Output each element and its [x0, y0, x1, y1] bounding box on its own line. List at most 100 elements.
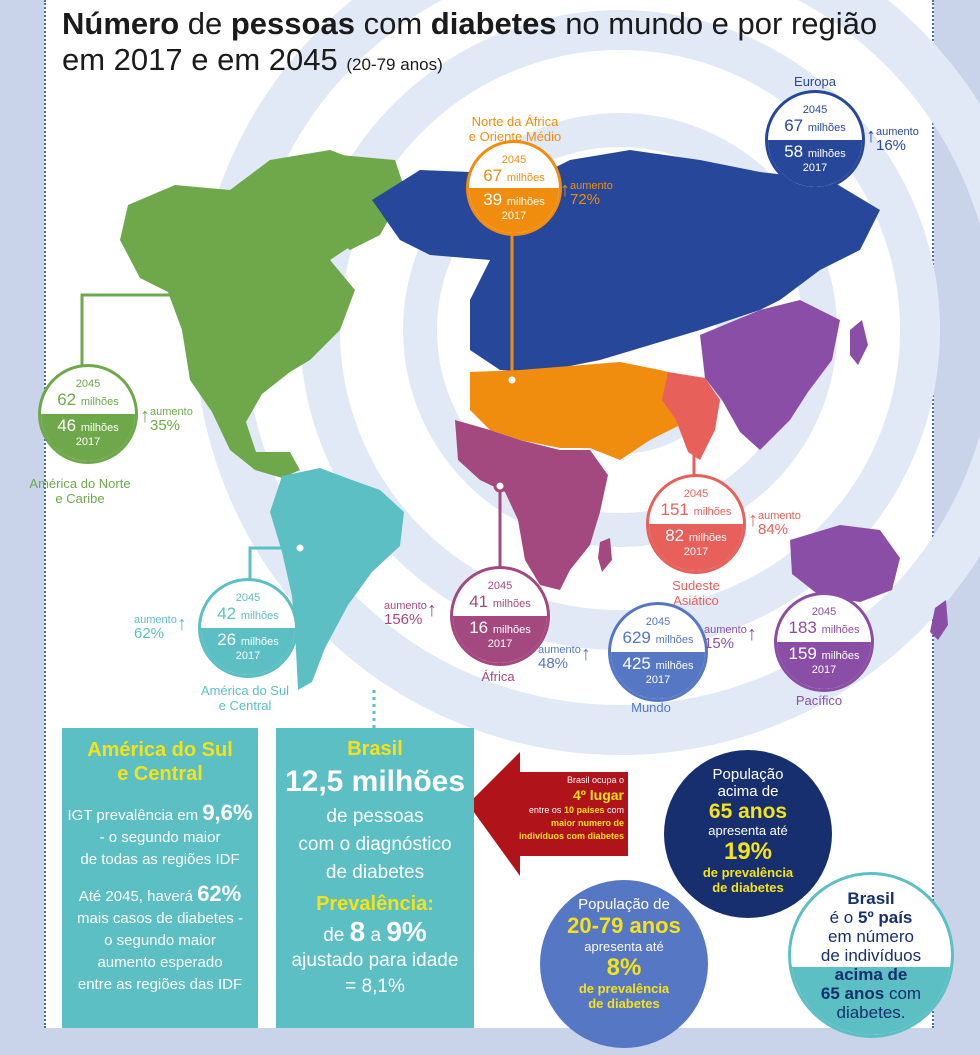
- brazil-rank-position: 5º país: [857, 908, 913, 927]
- region-name-sa-line1: América do Sul: [200, 683, 290, 698]
- brazil-box-line3: de diabetes: [325, 862, 425, 883]
- new-zealand-shape: [930, 600, 948, 640]
- bubble-year-2017: 2017: [501, 210, 527, 222]
- red-arrow-rank: 4º lugar: [572, 787, 624, 803]
- region-bubble-south-east-asia: 2045 151 milhões 82 milhões 2017: [646, 474, 746, 574]
- bubble-year-2017: 2017: [802, 162, 828, 174]
- growth-word: aumento: [384, 600, 427, 612]
- growth-value: 156%: [384, 611, 423, 628]
- growth-word: aumento: [134, 614, 177, 626]
- elderly-circle-line6: de prevalência: [702, 865, 794, 880]
- bubble-year-2045: 2045: [645, 616, 671, 628]
- red-arrow-text: Brasil ocupa o 4º lugar entre os 10 país…: [498, 774, 624, 843]
- region-name-europe-text: Europa: [794, 74, 836, 89]
- bubble-value-2017: 159: [788, 644, 822, 663]
- red-arrow-line3c: com: [606, 805, 624, 815]
- sa-box-title-line2: e Central: [117, 763, 203, 785]
- growth-label-mena: ↑ aumento 72%: [560, 180, 613, 208]
- madagascar-shape: [598, 538, 612, 572]
- red-arrow-line1: Brasil ocupa o: [566, 775, 624, 785]
- adult-prevalence-circle: População de 20-79 anos apresenta até 8%…: [540, 880, 708, 1048]
- arrow-up-icon: ↑: [140, 405, 150, 427]
- bubble-unit-2045: milhões: [821, 624, 860, 636]
- growth-word: aumento: [538, 644, 581, 656]
- sa-box-ate-line5: entre as regiões das IDF: [77, 976, 243, 993]
- growth-value: 72%: [570, 191, 601, 208]
- arrow-up-icon: ↑: [748, 509, 758, 531]
- bubble-year-2017: 2017: [487, 638, 513, 650]
- bubble-unit-2045: milhões: [506, 172, 545, 184]
- title-word-numero: Número: [62, 6, 180, 41]
- brazil-rank-line3: em número: [828, 927, 914, 946]
- red-arrow-line3b: 10 países: [563, 805, 605, 815]
- bubble-unit-2045: milhões: [655, 634, 694, 646]
- region-name-na-line1: América do Norte: [29, 476, 131, 491]
- bubble-unit-2017: milhões: [80, 422, 119, 434]
- bubble-year-2045: 2045: [235, 592, 261, 604]
- region-bubble-europe: 2045 67 milhões 58 milhões 2017: [765, 90, 865, 190]
- adult-circle-age: 20-79 anos: [567, 913, 681, 938]
- bubble-year-2045: 2045: [811, 606, 837, 618]
- region-name-sea-line2: Asiático: [673, 593, 719, 608]
- sa-box-ate-line4: aumento esperado: [97, 954, 223, 971]
- region-name-africa: África: [468, 669, 528, 684]
- sa-box-igt-line2: - o segundo maior: [99, 829, 221, 846]
- region-name-north-america: América do Norte e Caribe: [10, 476, 150, 506]
- region-bubble-mena: 2045 67 milhões 39 milhões 2017: [466, 140, 562, 236]
- bubble-year-2017: 2017: [235, 650, 261, 662]
- bubble-unit-2017: milhões: [821, 650, 860, 662]
- brazil-rank-circle: Brasil é o 5º país em número de indivídu…: [788, 872, 954, 1038]
- bubble-unit-2045: milhões: [240, 610, 279, 622]
- brazil-box-adjusted-label: ajustado para idade: [291, 950, 459, 971]
- bubble-value-2017: 58: [784, 142, 808, 161]
- brazil-rank-age: 65 anos: [820, 984, 885, 1003]
- region-name-world: Mundo: [616, 700, 686, 715]
- elderly-circle-line1: População: [712, 766, 784, 783]
- greenland-shape: [300, 155, 405, 250]
- bubble-value-2017: 16: [469, 618, 493, 637]
- south-east-asia-shape: [662, 372, 720, 460]
- bubble-value-2017: 26: [217, 630, 241, 649]
- sa-box-igt-value: 9,6%: [202, 800, 253, 825]
- red-arrow-line5: indivíduos com diabetes: [518, 831, 624, 841]
- growth-label-south-east-asia: ↑ aumento 84%: [748, 509, 801, 537]
- brazil-box-value-max: 9%: [386, 916, 427, 947]
- growth-label-africa: aumento 156% ↑: [384, 599, 437, 628]
- growth-value: 48%: [538, 655, 569, 672]
- bubble-unit-2045: milhões: [80, 396, 119, 408]
- brazil-rank-line7: diabetes.: [836, 1003, 906, 1022]
- region-name-sea-line1: Sudeste: [672, 578, 720, 593]
- arrow-up-icon: ↑: [426, 599, 437, 621]
- brazil-rank-line6b: com: [888, 984, 922, 1003]
- elderly-circle-age: 65 anos: [708, 800, 788, 823]
- sa-box-ate-value: 62%: [197, 881, 242, 906]
- red-arrow-line4: maior numero de: [550, 818, 624, 828]
- bubble-unit-2017: milhões: [688, 532, 727, 544]
- growth-label-pacific: aumento 15% ↑: [704, 624, 757, 651]
- growth-label-north-america: ↑ aumento 35%: [140, 405, 193, 433]
- bubble-value-2045: 151: [660, 500, 694, 519]
- bubble-unit-2017: milhões: [506, 196, 545, 208]
- brazil-box-value-min: 8: [349, 916, 366, 947]
- bubble-unit-2017: milhões: [240, 636, 279, 648]
- adult-circle-value: 8%: [606, 954, 642, 981]
- region-name-europe: Europa: [770, 74, 860, 89]
- sa-box-ate-label: Até 2045, haverá: [78, 888, 194, 905]
- africa-shape: [455, 420, 608, 590]
- growth-word: aumento: [150, 406, 193, 418]
- bubble-year-2045: 2045: [683, 488, 709, 500]
- arrow-up-icon: ↑: [580, 643, 591, 665]
- brazil-box-a: a: [370, 925, 382, 946]
- region-name-mena: Norte da África e Oriente Médio: [440, 114, 590, 144]
- brazil-box-line2: com o diagnóstico: [298, 834, 452, 855]
- bubble-year-2017: 2017: [811, 664, 837, 676]
- bubble-value-2017: 39: [483, 190, 507, 209]
- region-name-sa-line2: e Central: [218, 698, 272, 713]
- bubble-year-2045: 2045: [501, 154, 527, 166]
- bubble-value-2045: 67: [483, 166, 507, 185]
- region-name-pacific-text: Pacífico: [795, 693, 843, 708]
- title-word-com: com: [363, 6, 423, 41]
- red-arrow-shape: [468, 752, 628, 876]
- brazil-box-line1: de pessoas: [326, 806, 424, 827]
- brazil-box-de: de: [323, 925, 345, 946]
